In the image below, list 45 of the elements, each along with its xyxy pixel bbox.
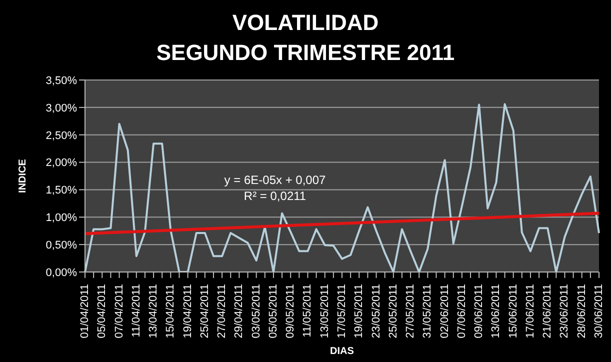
x-tick-label: 21/06/2011 [542,284,554,338]
x-tick-label: 05/04/2011 [96,284,108,338]
chart-subtitle: SEGUNDO TRIMESTRE 2011 [155,39,456,67]
annotation: y = 6E-05x + 0,007 [223,173,327,187]
x-tick-label: 28/06/2011 [576,284,588,338]
x-tick-label: 17/05/2011 [336,284,348,338]
x-tick-label: 27/05/2011 [404,284,417,338]
annotation: R² = 0,0211 [242,189,308,203]
x-tick-label: 23/06/2011 [558,284,571,338]
x-tick-label: 13/05/2011 [318,284,331,338]
x-tick-label: 17/06/2011 [524,284,536,338]
x-tick-label: 15/04/2011 [164,284,177,338]
x-tick-label: 02/06/2011 [438,284,451,338]
x-tick-label: 30/06/2011 [593,284,605,338]
y-tick-label: 0,50% [46,239,78,252]
y-tick-label: 2,00% [46,157,78,170]
y-tick-label: 1,00% [46,212,78,224]
y-tick-label: 0,00% [46,266,78,279]
x-tick-label: 19/04/2011 [182,284,194,338]
x-tick-label: 09/06/2011 [473,284,486,338]
x-tick-label: 07/06/2011 [456,284,468,338]
chart-title: VOLATILIDAD [231,9,380,37]
y-tick-label: 1,50% [46,184,78,197]
x-tick-label: 29/04/2011 [233,284,246,338]
x-tick-label: 11/05/2011 [302,284,314,338]
x-tick-label: 27/04/2011 [216,284,228,338]
x-tick-label: 19/05/2011 [353,284,366,338]
x-tick-label: 05/05/2011 [267,284,280,338]
x-tick-label: 13/04/2011 [148,284,160,338]
y-tick-label: 3,50% [46,74,78,87]
x-tick-label: 13/06/2011 [490,284,502,338]
x-tick-label: 15/06/2011 [507,284,520,338]
y-tick-label: 3,00% [46,102,78,114]
x-tick-label: 25/05/2011 [387,284,400,338]
x-tick-label: 03/05/2011 [250,284,262,338]
y-axis-title: INDICE [18,158,29,193]
x-tick-label: 31/05/2011 [422,284,434,338]
x-tick-label: 01/04/2011 [79,284,91,338]
x-tick-label: 23/05/2011 [370,284,382,338]
x-tick-label: 25/04/2011 [198,284,211,338]
x-tick-label: 11/04/2011 [130,284,142,338]
x-tick-label: 07/04/2011 [113,284,126,338]
x-axis-title: DIAS [330,346,354,357]
y-tick-label: 2,50% [46,130,78,142]
x-tick-label: 09/05/2011 [284,284,297,338]
